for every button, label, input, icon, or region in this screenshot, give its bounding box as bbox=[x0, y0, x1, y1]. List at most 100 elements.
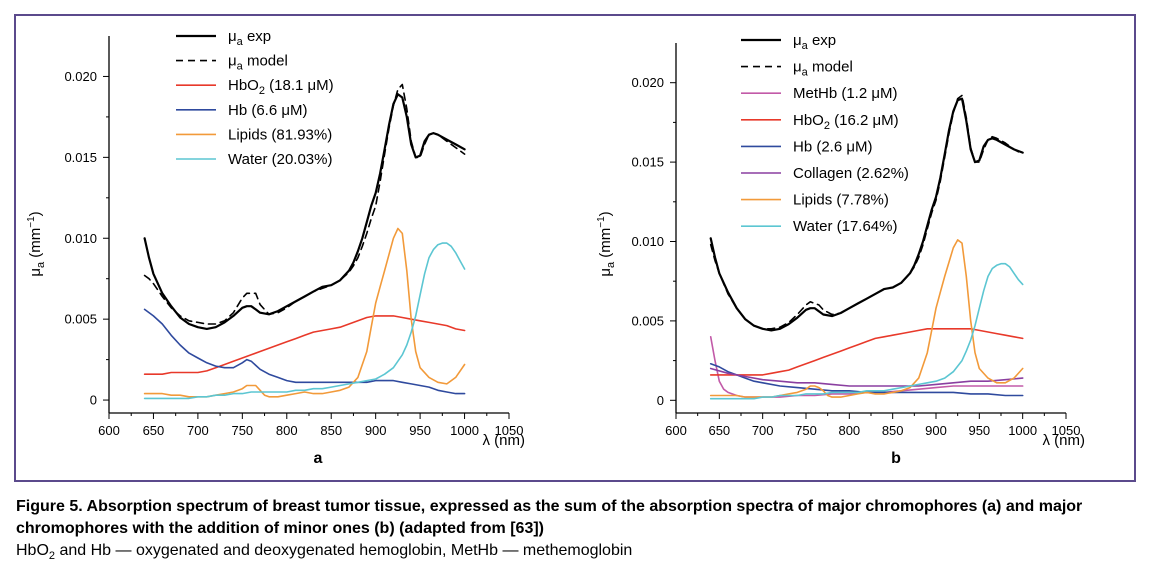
legend-entry: MetHb (1.2 μM) bbox=[793, 85, 898, 102]
legend-text: Lipids (81.93%) bbox=[228, 126, 332, 143]
caption-note-part2: and Hb — oxygenated and deoxygenated hem… bbox=[55, 542, 633, 559]
legend-text: MetHb (1.2 μM) bbox=[793, 85, 898, 102]
legend-rest: (16.2 μM) bbox=[830, 112, 899, 129]
caption-title: Figure 5. Absorption spectrum of breast … bbox=[16, 498, 1083, 537]
legend-rest: model bbox=[808, 59, 853, 76]
legend-entry: Hb (6.6 μM) bbox=[228, 102, 308, 119]
x-tick-label: 600 bbox=[98, 423, 120, 438]
legend-text: Lipids (7.78%) bbox=[793, 192, 889, 209]
y-label-sub: a bbox=[35, 261, 47, 268]
y-label-base: μ bbox=[27, 268, 44, 277]
legend-entry: Lipids (7.78%) bbox=[793, 192, 889, 209]
legend-entry: μa exp bbox=[793, 32, 836, 52]
x-tick-label: 650 bbox=[143, 423, 165, 438]
legend-sub: 2 bbox=[824, 120, 830, 132]
caption-note-sub: 2 bbox=[48, 550, 56, 563]
y-tick-label: 0 bbox=[657, 393, 664, 408]
x-tick-label: 700 bbox=[187, 423, 209, 438]
legend-text: μ bbox=[228, 53, 237, 70]
legend-text: μ bbox=[793, 59, 802, 76]
legend-text: μ bbox=[793, 32, 802, 49]
y-label-sup: −1 bbox=[596, 216, 607, 228]
legend-rest: exp bbox=[808, 32, 836, 49]
x-tick-label: 800 bbox=[838, 423, 860, 438]
legend-rest: exp bbox=[243, 28, 271, 45]
x-tick-label: 900 bbox=[365, 423, 387, 438]
series-line-3 bbox=[143, 308, 466, 395]
series-line-0 bbox=[709, 97, 1024, 332]
x-tick-label: 750 bbox=[795, 423, 817, 438]
legend-entry: μa exp bbox=[228, 28, 271, 48]
x-tick-label: 950 bbox=[409, 423, 431, 438]
y-label-sub: a bbox=[605, 261, 617, 268]
y-label-base: μ bbox=[597, 268, 614, 277]
x-tick-label: 1000 bbox=[1008, 423, 1037, 438]
y-tick-label: 0.005 bbox=[631, 313, 664, 328]
legend-sub: a bbox=[802, 67, 809, 79]
series-line-7 bbox=[709, 262, 1024, 400]
legend-rest: model bbox=[243, 53, 288, 70]
legend-entry: Collagen (2.62%) bbox=[793, 165, 909, 182]
series-line-1 bbox=[143, 83, 466, 325]
legend-text: Hb (2.6 μM) bbox=[793, 138, 873, 155]
legend-text: HbO bbox=[228, 77, 259, 94]
y-tick-label: 0.005 bbox=[64, 312, 97, 327]
x-tick-label: 850 bbox=[320, 423, 342, 438]
legend-text: HbO bbox=[793, 112, 824, 129]
figure-caption: Figure 5. Absorption spectrum of breast … bbox=[16, 496, 1141, 567]
legend-text: Hb (6.6 μM) bbox=[228, 102, 308, 119]
legend-text: Water (17.64%) bbox=[793, 218, 897, 235]
y-tick-label: 0.010 bbox=[64, 231, 97, 246]
x-tick-label: 950 bbox=[968, 423, 990, 438]
y-tick-label: 0.015 bbox=[631, 155, 664, 170]
legend-entry: μa model bbox=[228, 53, 288, 73]
legend-entry: Water (17.64%) bbox=[793, 218, 897, 235]
series-line-1 bbox=[709, 94, 1024, 330]
legend-entry: HbO2 (16.2 μM) bbox=[793, 112, 899, 132]
caption-note-part1: HbO bbox=[16, 542, 49, 559]
series-line-3 bbox=[709, 328, 1024, 376]
y-label-close: ) bbox=[27, 211, 44, 216]
legend-sub: 2 bbox=[259, 85, 265, 97]
x-tick-label: 700 bbox=[752, 423, 774, 438]
legend-text: Water (20.03%) bbox=[228, 151, 332, 168]
series-line-2 bbox=[709, 336, 1024, 398]
x-tick-label: 800 bbox=[276, 423, 298, 438]
panel-label: b bbox=[891, 450, 901, 467]
legend-text: μ bbox=[228, 28, 237, 45]
legend-sub: a bbox=[237, 61, 244, 73]
y-axis-label: μa (mm−1) bbox=[26, 211, 47, 276]
legend-rest: (18.1 μM) bbox=[265, 77, 334, 94]
legend-sub: a bbox=[802, 40, 809, 52]
legend-entry: μa model bbox=[793, 59, 853, 79]
y-label-unit: (mm bbox=[597, 228, 614, 262]
x-axis-label: λ (nm) bbox=[1043, 432, 1086, 449]
x-tick-label: 1000 bbox=[450, 423, 479, 438]
y-label-sup: −1 bbox=[26, 216, 37, 228]
y-axis-label: μa (mm−1) bbox=[596, 211, 617, 276]
y-tick-label: 0.010 bbox=[631, 234, 664, 249]
x-tick-label: 850 bbox=[882, 423, 904, 438]
x-axis-label: λ (nm) bbox=[483, 432, 526, 449]
y-tick-label: 0.020 bbox=[64, 69, 97, 84]
legend-entry: Water (20.03%) bbox=[228, 151, 332, 168]
panel-b: 600 650 700 750 800 850 900 950 1000 1050 0 0.005 0.… bbox=[596, 32, 1085, 467]
x-tick-label: 750 bbox=[231, 423, 253, 438]
series-line-5 bbox=[709, 367, 1024, 387]
x-tick-label: 650 bbox=[708, 423, 730, 438]
x-tick-label: 1050 bbox=[1052, 423, 1081, 438]
legend-entry: Hb (2.6 μM) bbox=[793, 138, 873, 155]
caption-note: HbO2 and Hb — oxygenated and deoxygenate… bbox=[16, 540, 1141, 567]
panel-a: 600 650 700 750 800 850 900 950 1000 1050 0 0.005 0.… bbox=[26, 28, 525, 467]
y-label-unit: (mm bbox=[27, 228, 44, 262]
legend-entry: Lipids (81.93%) bbox=[228, 126, 332, 143]
legend-sub: a bbox=[237, 36, 244, 48]
x-tick-label: 600 bbox=[665, 423, 687, 438]
x-tick-label: 1050 bbox=[495, 423, 524, 438]
legend-text: Collagen (2.62%) bbox=[793, 165, 909, 182]
figure-frame: 600 650 700 750 800 850 900 950 1000 1050 0 0.005 0.… bbox=[14, 14, 1136, 482]
series-line-6 bbox=[709, 239, 1024, 398]
y-label-close: ) bbox=[597, 211, 614, 216]
y-tick-label: 0 bbox=[90, 393, 97, 408]
legend-entry: HbO2 (18.1 μM) bbox=[228, 77, 334, 97]
